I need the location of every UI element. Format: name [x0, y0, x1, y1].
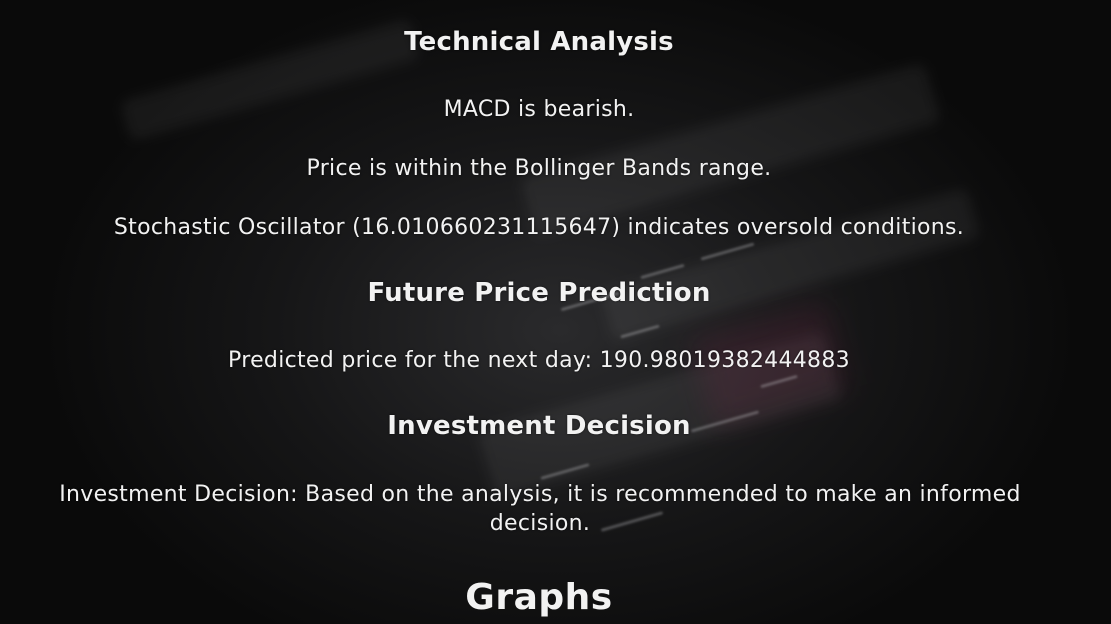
future-price-prediction-heading: Future Price Prediction: [367, 278, 711, 308]
technical-analysis-heading: Technical Analysis: [404, 27, 674, 57]
prediction-text: Predicted price for the next day: 190.98…: [228, 348, 850, 373]
bollinger-text: Price is within the Bollinger Bands rang…: [306, 156, 772, 181]
decision-text: Investment Decision: Based on the analys…: [59, 482, 1021, 536]
stochastic-text: Stochastic Oscillator (16.01066023111564…: [113, 215, 965, 240]
graphs-heading: Graphs: [465, 577, 613, 618]
investment-decision-heading: Investment Decision: [387, 411, 691, 441]
macd-text: MACD is bearish.: [443, 97, 635, 122]
